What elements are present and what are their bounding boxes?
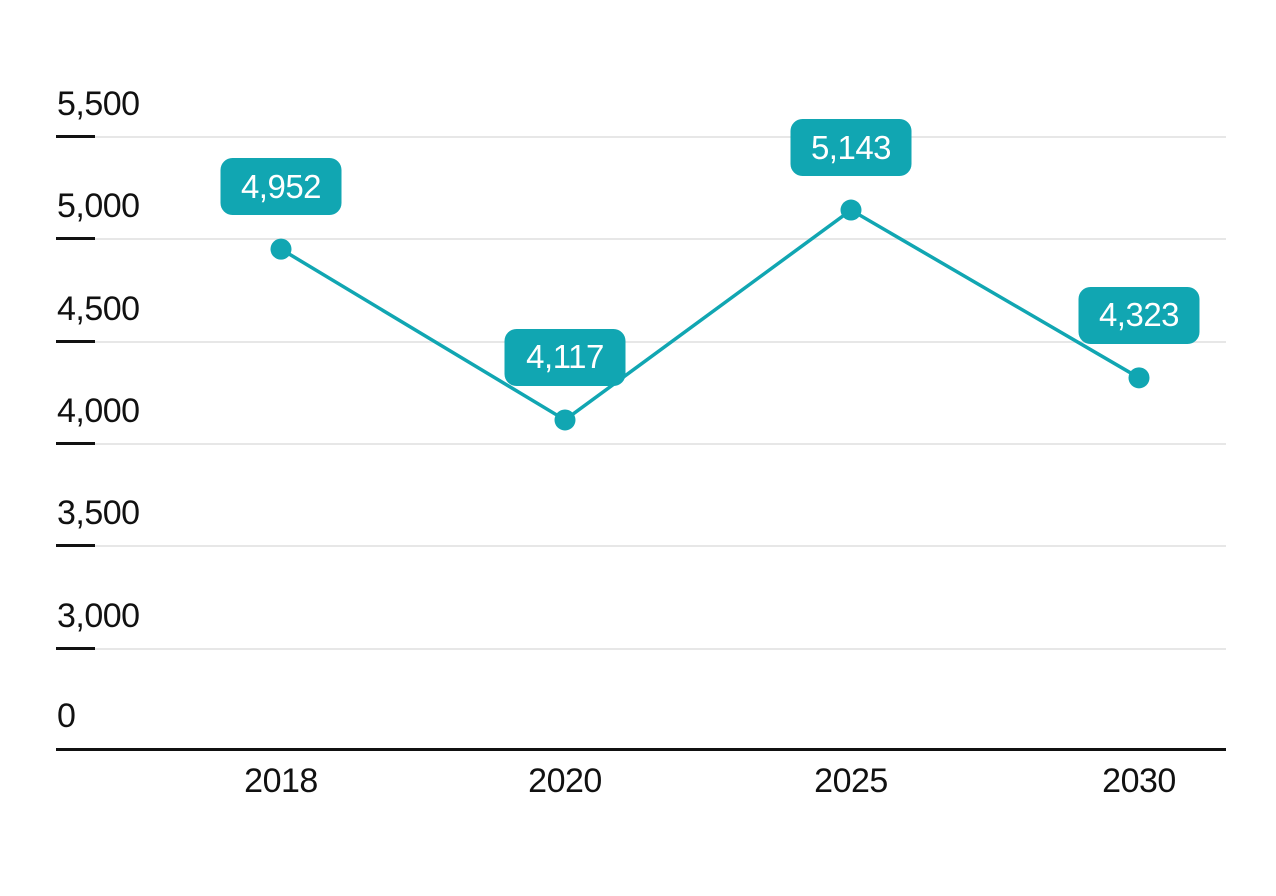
y-axis-label: 4,500 [57,289,140,328]
y-axis-tick [56,339,95,343]
y-axis-label: 3,500 [57,494,140,533]
x-axis-line [56,748,1226,751]
gridline [56,647,1226,650]
y-axis-label: 5,000 [57,187,140,226]
data-point-marker [1128,367,1150,389]
x-axis-label: 2018 [244,762,318,800]
y-axis-label: 0 [57,697,76,735]
data-label: 4,117 [504,328,626,386]
x-axis-label: 2030 [1102,762,1176,800]
y-axis-label: 4,000 [57,391,140,430]
y-axis-tick [56,237,95,241]
gridline [56,136,1226,138]
y-axis-label: 5,500 [57,85,140,123]
x-axis-label: 2020 [528,762,602,800]
y-axis-tick [56,544,95,548]
gridline [56,545,1226,548]
series-line [280,207,1140,423]
y-axis-tick [56,441,95,445]
data-label: 4,323 [1078,286,1200,344]
y-axis-tick [56,135,95,138]
gridline [56,238,1226,241]
gridline [56,442,1226,445]
data-point-marker [554,409,576,431]
data-point-marker [840,199,862,221]
x-axis-label: 2025 [814,762,888,800]
y-axis-label: 3,000 [57,596,140,635]
y-axis-tick [56,646,95,650]
data-label: 4,952 [220,158,342,216]
gridline [56,340,1226,343]
data-label: 5,143 [790,119,912,177]
data-point-marker [270,238,292,260]
